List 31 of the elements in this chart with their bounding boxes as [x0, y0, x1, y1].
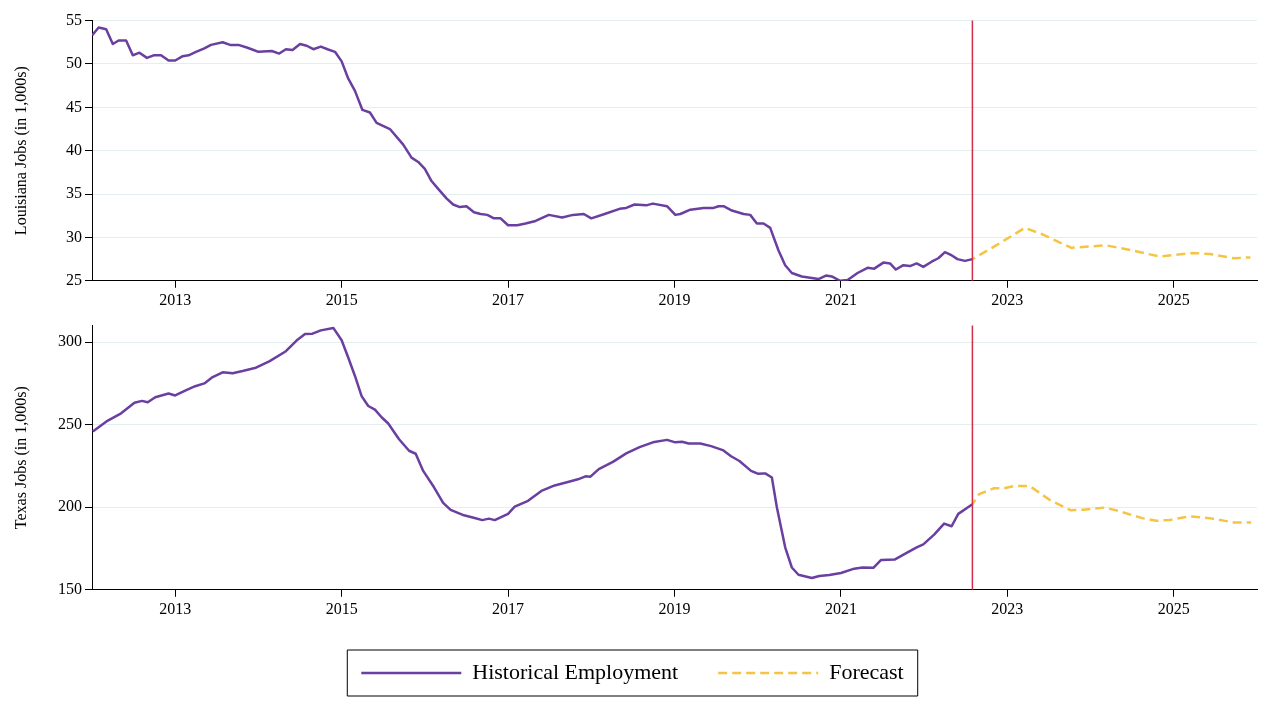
line-series — [971, 484, 1253, 524]
y-tick-label: 40 — [66, 140, 82, 158]
legend-label: Historical Employment — [472, 658, 679, 684]
y-axis-title: Texas Jobs (in 1,000s) — [11, 386, 30, 530]
y-tick-label: 300 — [58, 332, 82, 350]
x-tick-label: 2023 — [991, 599, 1024, 617]
x-tick-label: 2017 — [492, 599, 525, 617]
y-tick-label: 250 — [58, 414, 82, 432]
y-tick-label: 25 — [66, 271, 82, 288]
y-tick-label: 30 — [66, 227, 82, 245]
x-tick-label: 2021 — [824, 599, 857, 617]
x-tick-label: 2019 — [658, 290, 691, 308]
x-tick-label: 2013 — [159, 599, 192, 617]
line-series — [971, 226, 1252, 261]
y-tick-label: 45 — [66, 97, 82, 115]
y-tick-label: 150 — [58, 580, 82, 597]
x-tick-label: 2015 — [325, 599, 358, 617]
y-tick-label: 200 — [58, 497, 82, 515]
x-tick-label: 2025 — [1157, 599, 1190, 617]
legend-label: Forecast — [829, 658, 904, 684]
x-tick-label: 2025 — [1157, 290, 1190, 308]
y-axis-title: Louisiana Jobs (in 1,000s) — [11, 66, 30, 236]
x-tick-label: 2019 — [658, 599, 691, 617]
x-tick-label: 2023 — [991, 290, 1024, 308]
x-tick-label: 2021 — [824, 290, 857, 308]
x-tick-label: 2013 — [159, 290, 192, 308]
x-tick-label: 2017 — [492, 290, 525, 308]
y-tick-label: 35 — [66, 184, 82, 202]
y-tick-label: 50 — [66, 54, 82, 72]
y-tick-label: 55 — [66, 10, 82, 28]
x-tick-label: 2015 — [325, 290, 358, 308]
